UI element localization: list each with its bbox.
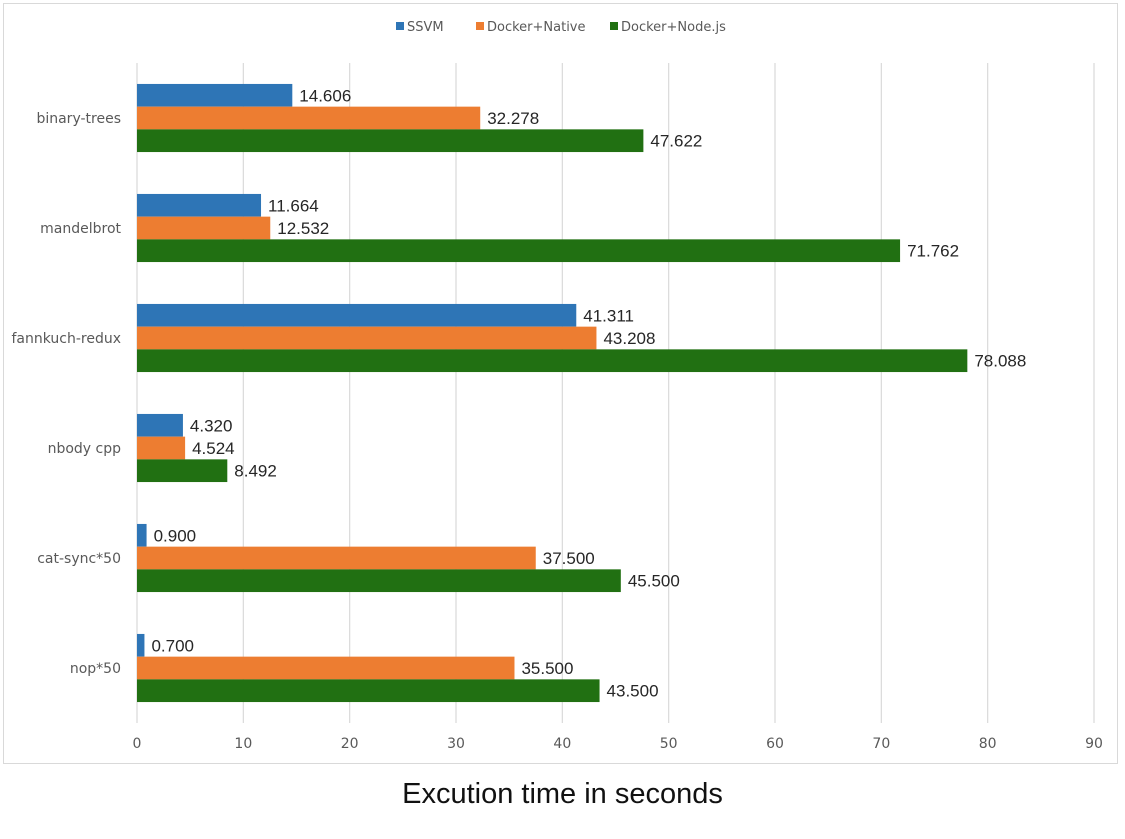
category-label: binary-trees (36, 111, 121, 127)
x-tick-label: 80 (979, 736, 997, 752)
data-label: 32.278 (487, 109, 539, 128)
legend-swatch (476, 22, 484, 30)
legend-label: SSVM (407, 20, 444, 35)
legend-label: Docker+Native (487, 20, 586, 35)
bar-ssvm (137, 413, 183, 437)
data-label: 8.492 (234, 462, 277, 481)
data-label: 43.208 (603, 329, 655, 348)
bar-docker-node-js (137, 679, 600, 703)
category-label: cat-sync*50 (37, 551, 121, 567)
x-axis-title: Excution time in seconds (402, 778, 723, 810)
bar-ssvm (137, 83, 293, 107)
x-tick-label: 90 (1085, 736, 1103, 752)
legend-swatch (610, 22, 618, 30)
data-label: 12.532 (277, 219, 329, 238)
bar-docker-node-js (137, 129, 644, 153)
data-label: 71.762 (907, 242, 959, 261)
bar-docker-node-js (137, 569, 621, 593)
x-tick-label: 50 (660, 736, 678, 752)
bar-docker-native (137, 546, 536, 570)
bar-docker-native (137, 106, 481, 130)
bar-docker-native (137, 326, 597, 350)
x-tick-label: 60 (766, 736, 784, 752)
x-tick-label: 70 (872, 736, 890, 752)
bar-ssvm (137, 523, 147, 547)
data-label: 37.500 (543, 549, 595, 568)
bar-docker-node-js (137, 349, 968, 373)
chart-frame (3, 3, 1118, 764)
bar-ssvm (137, 193, 262, 217)
category-label: fannkuch-redux (11, 331, 121, 347)
bar-docker-node-js (137, 459, 228, 483)
data-label: 4.320 (190, 416, 233, 435)
data-label: 0.900 (154, 526, 197, 545)
data-label: 4.524 (192, 439, 235, 458)
bar-docker-native (137, 656, 515, 680)
data-label: 11.664 (268, 196, 319, 215)
x-tick-label: 40 (553, 736, 571, 752)
data-label: 78.088 (974, 352, 1026, 371)
x-tick-label: 20 (341, 736, 359, 752)
x-tick-label: 10 (234, 736, 252, 752)
x-tick-label: 30 (447, 736, 465, 752)
data-label: 41.311 (583, 306, 634, 325)
bar-ssvm (137, 303, 577, 327)
data-label: 43.500 (607, 682, 659, 701)
x-tick-label: 0 (133, 736, 142, 752)
category-label: mandelbrot (40, 221, 121, 237)
data-label: 35.500 (521, 659, 573, 678)
legend-label: Docker+Node.js (621, 20, 726, 35)
category-label: nbody cpp (48, 441, 122, 457)
legend-swatch (396, 22, 404, 30)
data-label: 0.700 (151, 636, 194, 655)
data-label: 45.500 (628, 572, 680, 591)
bar-ssvm (137, 633, 145, 657)
data-label: 14.606 (299, 86, 351, 105)
bar-docker-node-js (137, 239, 901, 263)
bar-docker-native (137, 436, 186, 460)
category-label: nop*50 (70, 661, 121, 677)
data-label: 47.622 (650, 132, 702, 151)
bar-docker-native (137, 216, 271, 240)
